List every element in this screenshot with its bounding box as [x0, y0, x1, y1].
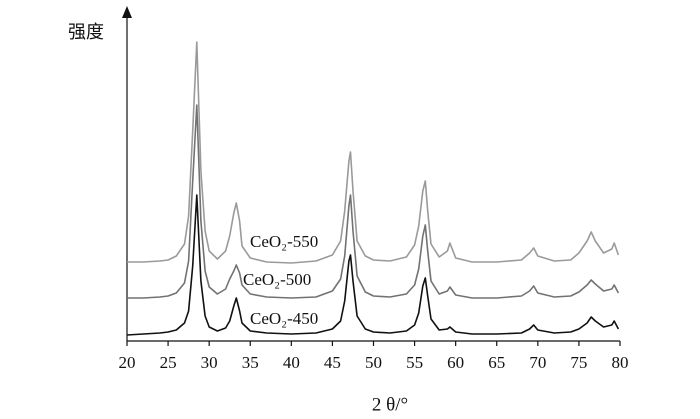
series-label: CeO₂-500: [243, 270, 311, 289]
y-axis-label: 强度: [68, 22, 104, 43]
series-label: CeO₂-550: [250, 232, 318, 251]
series-line: [126, 194, 620, 336]
x-tick-label: 40: [283, 353, 300, 372]
x-tick-label: 70: [529, 353, 546, 372]
x-tick-label: 60: [447, 353, 464, 372]
series-line: [127, 41, 620, 264]
x-tick-label: 20: [119, 353, 136, 372]
series-line: [127, 104, 620, 299]
x-tick-label: 65: [488, 353, 505, 372]
x-tick-label: 25: [160, 353, 177, 372]
x-tick-label: 30: [201, 353, 218, 372]
x-tick-label: 75: [570, 353, 587, 372]
y-axis-arrow: [122, 6, 132, 18]
x-tick-label: 35: [242, 353, 259, 372]
x-axis-label: 2 θ/°: [372, 394, 408, 415]
x-tick-label: 45: [324, 353, 341, 372]
series-label: CeO₂-450: [250, 309, 318, 328]
x-tick-label: 80: [612, 353, 629, 372]
x-tick-label: 55: [406, 353, 423, 372]
x-tick-label: 50: [365, 353, 382, 372]
